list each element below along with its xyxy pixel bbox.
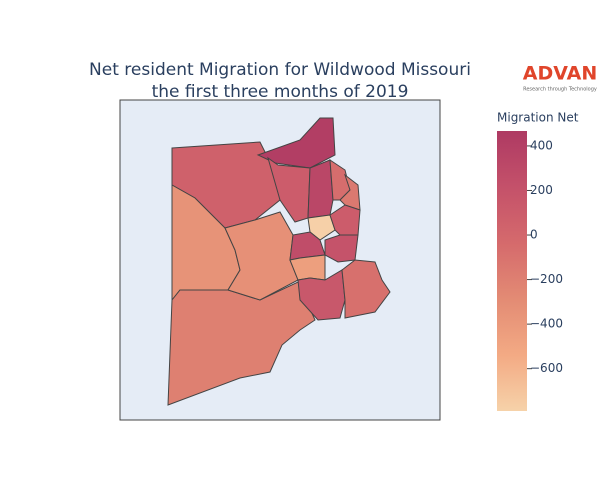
map: [167, 117, 391, 406]
colorbar: [497, 131, 527, 411]
region: [324, 234, 359, 263]
region: [167, 281, 316, 406]
colorbar-tick-label: −400: [530, 317, 563, 331]
logo: ADVAN: [523, 63, 598, 85]
region: [307, 214, 336, 241]
chart-subtitle: the first three months of 2019: [152, 82, 409, 102]
region: [256, 117, 336, 169]
region: [307, 159, 334, 219]
logo-tagline: Research through Technology: [523, 87, 597, 93]
colorbar-tick-label: 400: [530, 138, 553, 152]
chart-title: Net resident Migration for Wildwood Miss…: [89, 60, 471, 80]
colorbar-title: Migration Net: [497, 111, 579, 125]
colorbar-tick-label: 200: [530, 183, 553, 197]
colorbar-tick-label: −600: [530, 361, 563, 375]
colorbar-tick-label: −200: [530, 272, 563, 286]
colorbar-tick-label: 0: [530, 228, 538, 242]
region: [341, 259, 391, 319]
